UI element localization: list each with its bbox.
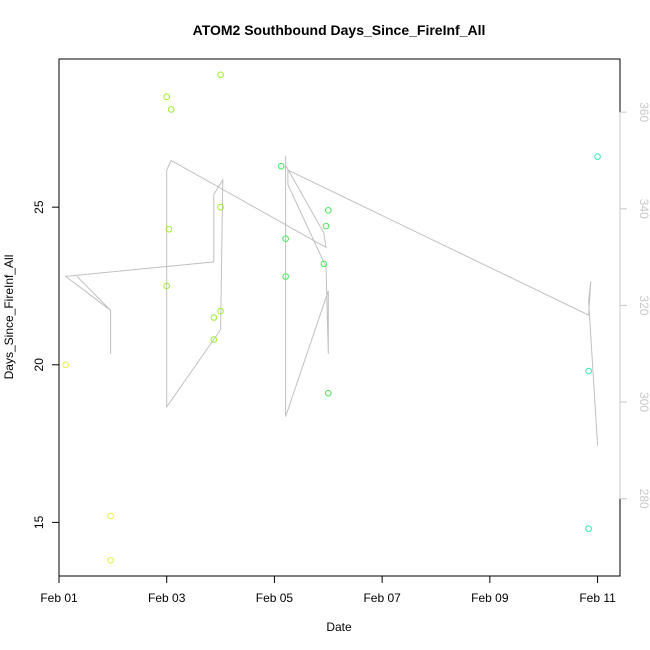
primary-series <box>62 71 601 564</box>
x-tick-label: Feb 05 <box>256 591 294 605</box>
data-point <box>282 273 289 280</box>
x-tick-label: Feb 09 <box>471 591 509 605</box>
x-tick-label: Feb 03 <box>148 591 186 605</box>
y-axis-label: Days_Since_FireInf_All <box>2 255 16 380</box>
data-point <box>277 162 285 170</box>
y-tick-label: 25 <box>32 200 46 214</box>
data-point <box>282 235 289 242</box>
data-point <box>217 307 224 315</box>
data-point <box>165 225 173 233</box>
data-point <box>217 71 224 79</box>
data-point <box>217 203 224 211</box>
y2-tick-label: 360 <box>637 102 650 122</box>
x-axis-label: Date <box>326 620 352 634</box>
plot-frame <box>58 58 621 577</box>
chart-title: ATOM2 Southbound Days_Since_FireInf_All <box>193 22 486 38</box>
data-point <box>107 512 114 520</box>
x-tick-label: Feb 01 <box>40 591 78 605</box>
y-axis: 15 20 25 <box>32 200 60 529</box>
data-point <box>107 556 114 564</box>
data-point <box>320 260 328 268</box>
data-point <box>163 282 171 290</box>
data-point <box>210 336 218 343</box>
y2-tick-label: 340 <box>637 199 650 219</box>
data-point <box>585 367 592 375</box>
data-point <box>324 389 332 397</box>
secondary-series <box>64 155 599 446</box>
data-point <box>210 314 218 321</box>
y-tick-label: 15 <box>32 515 46 529</box>
secondary-series-line <box>64 155 599 446</box>
x-tick-label: Feb 07 <box>363 591 401 605</box>
data-point <box>322 222 330 230</box>
data-point <box>585 525 592 533</box>
y2-axis: 280 300 320 340 360 <box>619 102 650 509</box>
data-point <box>594 153 601 161</box>
y2-tick-label: 280 <box>637 489 650 509</box>
x-tick-label: Feb 11 <box>579 591 616 605</box>
data-point <box>62 361 70 369</box>
y2-tick-label: 320 <box>637 295 650 315</box>
y2-tick-label: 300 <box>637 392 650 412</box>
data-point <box>163 93 171 101</box>
data-point <box>167 106 175 113</box>
y-tick-label: 20 <box>32 358 46 372</box>
data-point <box>324 207 332 214</box>
x-axis: Feb 01 Feb 03 Feb 05 Feb 07 Feb 09 Feb 11 <box>40 575 616 605</box>
